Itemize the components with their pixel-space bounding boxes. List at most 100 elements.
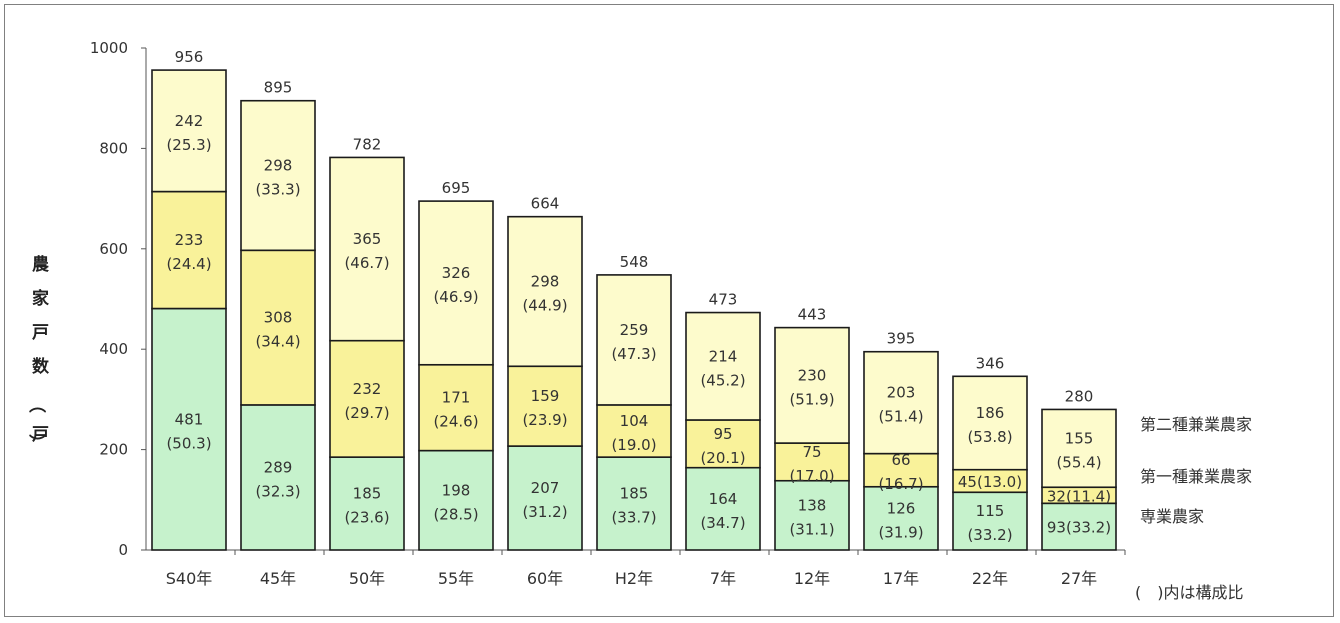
- data-label: (32.3): [255, 482, 300, 500]
- data-label: 126: [887, 499, 916, 517]
- total-label: 782: [353, 135, 382, 153]
- y-axis-label-char: 家: [32, 289, 49, 309]
- data-label: (53.8): [967, 428, 1012, 446]
- data-label: 207: [531, 479, 560, 497]
- data-label: 186: [976, 404, 1005, 422]
- data-label: 66: [891, 451, 910, 469]
- bar-segment: [151, 190, 227, 310]
- bar-segment: [952, 375, 1028, 471]
- y-tick-label: 600: [99, 240, 128, 258]
- bar-segment: [151, 69, 227, 193]
- bar-segment: [507, 365, 583, 447]
- data-label: 214: [709, 347, 738, 365]
- data-label: (23.6): [344, 509, 389, 527]
- bar-segment: [507, 215, 583, 368]
- bar-segment: [418, 200, 494, 366]
- x-tick-label: 27年: [1061, 569, 1097, 588]
- data-label: 164: [709, 490, 738, 508]
- bar-segment: [507, 445, 583, 551]
- data-label: (51.4): [878, 408, 923, 426]
- y-tick-label: 200: [99, 441, 128, 459]
- bar-segment: [240, 404, 316, 551]
- total-label: 664: [531, 195, 560, 213]
- data-label: 155: [1065, 429, 1094, 447]
- data-label: 289: [264, 458, 293, 476]
- data-label: (50.3): [166, 434, 211, 452]
- x-tick-label: 60年: [527, 569, 563, 588]
- data-label: (24.4): [166, 255, 211, 273]
- data-label: (55.4): [1056, 453, 1101, 471]
- x-tick-label: 17年: [883, 569, 919, 588]
- data-label: 115: [976, 502, 1005, 520]
- data-label: (47.3): [611, 345, 656, 363]
- data-label: (29.7): [344, 404, 389, 422]
- data-label: (33.3): [255, 181, 300, 199]
- data-label: 185: [353, 485, 382, 503]
- data-label: (25.3): [166, 136, 211, 154]
- total-label: 956: [175, 48, 204, 66]
- data-label: (24.6): [433, 413, 478, 431]
- x-tick-label: 55年: [438, 569, 474, 588]
- total-label: 895: [264, 79, 293, 97]
- bar-segment: [774, 442, 850, 482]
- bar-segment: [863, 350, 939, 455]
- data-label: 230: [798, 366, 827, 384]
- y-tick-label: 400: [99, 340, 128, 358]
- total-label: 695: [442, 179, 471, 197]
- data-label: 298: [531, 272, 560, 290]
- data-label: 198: [442, 481, 471, 499]
- data-label: (31.1): [789, 520, 834, 538]
- y-axis-label-char: 農: [32, 255, 49, 275]
- data-label: 185: [620, 485, 649, 503]
- bar-segment: [863, 452, 939, 488]
- total-label: 346: [976, 354, 1005, 372]
- data-label: 75: [802, 443, 821, 461]
- note-label: ( )内は構成比: [1135, 583, 1244, 602]
- bar-segment: [863, 485, 939, 551]
- data-label: 481: [175, 410, 204, 428]
- data-label: 45(13.0): [958, 473, 1022, 491]
- total-label: 548: [620, 253, 649, 271]
- total-label: 443: [798, 306, 827, 324]
- data-label: 259: [620, 321, 649, 339]
- data-label: (31.9): [878, 523, 923, 541]
- data-label: (19.0): [611, 436, 656, 454]
- x-tick-label: 7年: [710, 569, 736, 588]
- data-label: 365: [353, 230, 382, 248]
- x-tick-label: H2年: [615, 569, 653, 588]
- data-label: 203: [887, 384, 916, 402]
- bar-segment: [952, 491, 1028, 551]
- y-tick-label: 800: [99, 139, 128, 157]
- data-label: (16.7): [878, 475, 923, 493]
- data-label: 104: [620, 412, 649, 430]
- bar-segment: [329, 339, 405, 458]
- bar-segment: [1041, 408, 1117, 489]
- bar-segment: [240, 99, 316, 252]
- data-label: (17.0): [789, 467, 834, 485]
- x-tick-label: 22年: [972, 569, 1008, 588]
- data-label: (31.2): [522, 503, 567, 521]
- y-axis-label-char: 戸: [32, 425, 49, 445]
- data-label: (34.4): [255, 333, 300, 351]
- data-label: 233: [175, 231, 204, 249]
- legend-label: 第一種兼業農家: [1140, 467, 1252, 486]
- data-label: (33.7): [611, 509, 656, 527]
- data-label: 308: [264, 309, 293, 327]
- legend-label: 第二種兼業農家: [1140, 415, 1252, 434]
- bar-segment: [329, 156, 405, 342]
- bar-segment: [774, 326, 850, 444]
- data-label: (28.5): [433, 505, 478, 523]
- bar-segment: [596, 456, 672, 551]
- data-label: (23.9): [522, 411, 567, 429]
- data-label: 95: [713, 425, 732, 443]
- x-tick-label: 12年: [794, 569, 830, 588]
- data-label: (44.9): [522, 296, 567, 314]
- data-label: (33.2): [967, 526, 1012, 544]
- y-tick-label: 0: [118, 541, 128, 559]
- data-label: 232: [353, 380, 382, 398]
- bar-segment: [1041, 502, 1117, 551]
- data-label: 242: [175, 112, 204, 130]
- bar-segment: [685, 311, 761, 421]
- data-label: 93(33.2): [1047, 519, 1111, 537]
- bar-segment: [596, 274, 672, 406]
